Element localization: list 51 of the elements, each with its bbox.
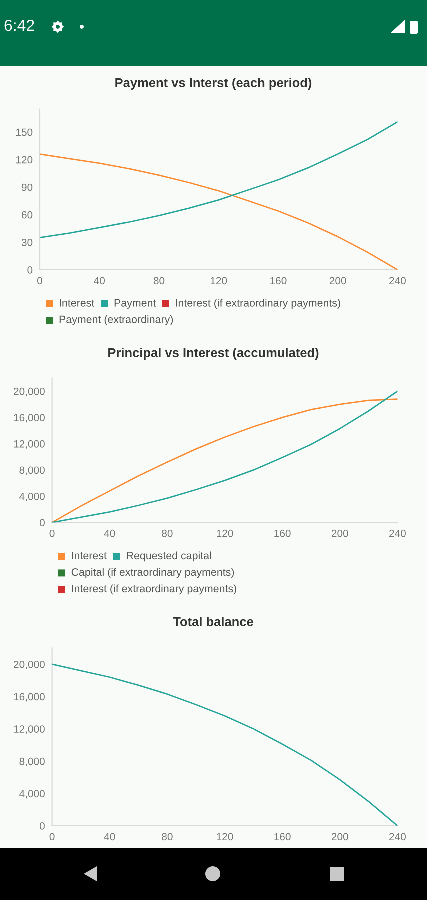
x-tick-label: 200: [330, 277, 346, 285]
y-tick-label: 4,000: [20, 790, 45, 799]
x-tick-label: 120: [210, 277, 228, 285]
y-tick-label: 16,000: [14, 693, 45, 702]
x-tick-label: 160: [270, 277, 287, 285]
x-tick-label: 80: [154, 277, 165, 285]
y-tick-label: 30: [22, 238, 33, 246]
x-tick-label: 40: [104, 833, 116, 841]
y-tick-label: 0: [40, 519, 45, 527]
x-tick-label: 240: [390, 833, 406, 841]
y-tick-label: 12,000: [14, 440, 45, 450]
legend-label: Interest: [60, 299, 95, 307]
y-tick-label: 8,000: [20, 466, 45, 476]
y-tick-label: 20,000: [14, 388, 45, 397]
legend-label: Requested capital: [127, 552, 212, 562]
y-tick-label: 8,000: [20, 758, 45, 766]
y-tick-label: 12,000: [14, 726, 45, 734]
x-tick-label: 120: [217, 530, 234, 538]
y-tick-label: 0: [28, 266, 33, 274]
y-tick-label: 90: [22, 184, 33, 192]
chart-title: Principal vs Interest (accumulated): [108, 348, 319, 360]
x-tick-label: 200: [332, 833, 348, 841]
x-tick-label: 200: [332, 530, 348, 538]
y-tick-label: 60: [22, 211, 33, 219]
x-tick-label: 240: [390, 530, 406, 538]
y-tick-label: 0: [40, 822, 45, 830]
x-tick-label: 120: [217, 833, 234, 841]
y-tick-label: 120: [16, 156, 33, 164]
y-tick-label: 20,000: [14, 660, 45, 670]
legend-label: Interest (if extraordinary payments): [176, 299, 340, 309]
line-series: [40, 121, 398, 239]
x-tick-label: 240: [390, 277, 406, 285]
x-tick-label: 0: [50, 833, 55, 841]
y-tick-label: 150: [16, 128, 33, 136]
x-tick-label: 40: [94, 277, 106, 285]
x-tick-label: 160: [274, 530, 291, 538]
legend-label: Interest: [72, 552, 107, 560]
chart-title: Payment vs Interst (each period): [116, 78, 312, 90]
legend-label: Payment: [114, 299, 156, 309]
x-tick-label: 160: [274, 833, 291, 841]
x-tick-label: 80: [162, 530, 173, 538]
y-tick-label: 16,000: [14, 414, 45, 423]
legend-label: Capital (if extraordinary payments): [72, 568, 234, 578]
chart-title: Total balance: [173, 617, 254, 626]
legend-label: Interest (if extraordinary payments): [72, 584, 236, 595]
y-tick-label: 4,000: [20, 492, 45, 502]
x-tick-label: 80: [162, 833, 173, 841]
legend-label: Payment (extraordinary): [60, 316, 174, 326]
x-tick-label: 40: [104, 530, 116, 538]
x-tick-label: 0: [50, 530, 55, 538]
text: 6:42: [4, 20, 34, 32]
